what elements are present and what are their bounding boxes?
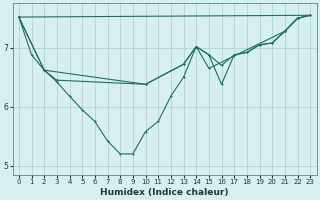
X-axis label: Humidex (Indice chaleur): Humidex (Indice chaleur) xyxy=(100,188,229,197)
